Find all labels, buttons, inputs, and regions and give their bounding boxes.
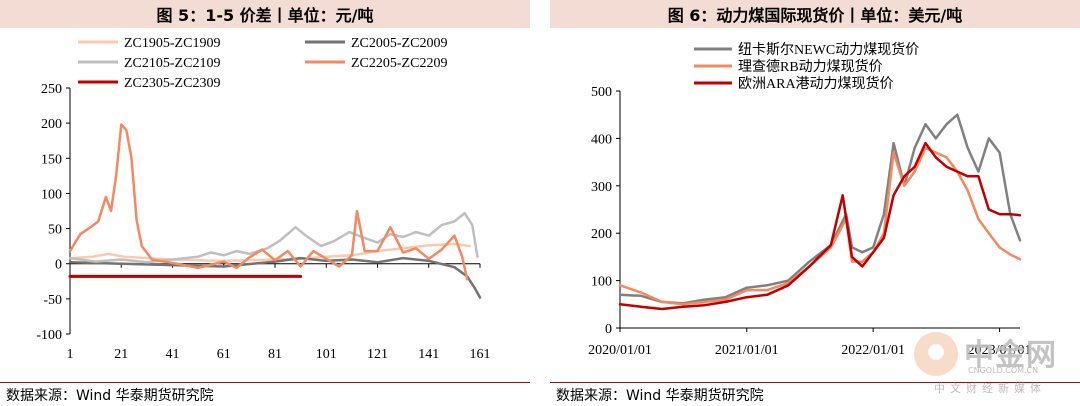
x-tick-label: 121 <box>367 347 388 362</box>
y-tick-label: 400 <box>591 132 612 147</box>
y-tick-label: 0 <box>605 322 612 337</box>
x-tick-label: 81 <box>268 347 282 362</box>
y-tick-label: 50 <box>48 223 62 238</box>
x-tick-label: 2022/01/01 <box>841 343 905 358</box>
series-line <box>68 242 472 263</box>
chart-title: 图 5：1-5 价差丨单位：元/吨 <box>0 0 530 28</box>
source-note: 数据来源：Wind 华泰期货研究院 <box>550 382 1080 406</box>
x-tick-label: 41 <box>166 347 180 362</box>
x-tick-label: 161 <box>470 347 491 362</box>
source-note: 数据来源：Wind 华泰期货研究院 <box>0 382 530 406</box>
series-line <box>618 141 1022 311</box>
y-tick-label: 100 <box>591 275 612 290</box>
legend-label: ZC1905-ZC1909 <box>124 36 220 51</box>
series-line <box>68 211 479 264</box>
x-tick-label: 21 <box>114 347 128 362</box>
y-tick-label: -50 <box>43 293 62 308</box>
y-tick-label: 150 <box>41 152 62 167</box>
y-tick-label: -100 <box>36 328 62 343</box>
x-tick-label: 101 <box>316 347 337 362</box>
chart-title: 图 6：动力煤国际现货价丨单位：美元/吨 <box>550 0 1080 28</box>
x-tick-label: 61 <box>217 347 231 362</box>
y-tick-label: 0 <box>55 258 62 273</box>
y-tick-label: 200 <box>41 117 62 132</box>
right-panel: 图 6：动力煤国际现货价丨单位：美元/吨 0 100 200 300 400 500 202… <box>550 0 1080 406</box>
legend-label: ZC2005-ZC2009 <box>351 36 447 51</box>
x-tick-label: 1 <box>67 347 74 362</box>
y-tick-label: 200 <box>591 227 612 242</box>
x-tick-label: 2023/01/01 <box>968 343 1032 358</box>
legend-label: ZC2105-ZC2109 <box>124 56 220 71</box>
y-tick-label: 250 <box>41 82 62 97</box>
legend-label: 欧洲ARA港动力煤现货价 <box>738 75 894 92</box>
y-tick-label: 100 <box>41 187 62 202</box>
x-tick-label: 2021/01/01 <box>715 343 779 358</box>
coal-price-chart: 0 100 200 300 400 500 2020/01/01 2021/01/01 2022… <box>588 41 1032 358</box>
series-line <box>68 123 469 281</box>
legend-label: 纽卡斯尔NEWC动力煤现货价 <box>738 41 919 58</box>
x-tick-label: 2020/01/01 <box>588 343 652 358</box>
legend-label: 理查德RB动力煤现货价 <box>738 58 883 75</box>
series-line <box>618 146 1022 306</box>
y-tick-label: 500 <box>591 85 612 100</box>
legend-label: ZC2205-ZC2209 <box>351 56 447 71</box>
x-tick-label: 141 <box>418 347 439 362</box>
y-tick-label: 300 <box>591 180 612 195</box>
series-line <box>618 113 1022 305</box>
legend-label: ZC2305-ZC2309 <box>124 76 220 91</box>
left-panel: 图 5：1-5 价差丨单位：元/吨 -100 -50 0 50 100 150 200 250… <box>0 0 530 406</box>
